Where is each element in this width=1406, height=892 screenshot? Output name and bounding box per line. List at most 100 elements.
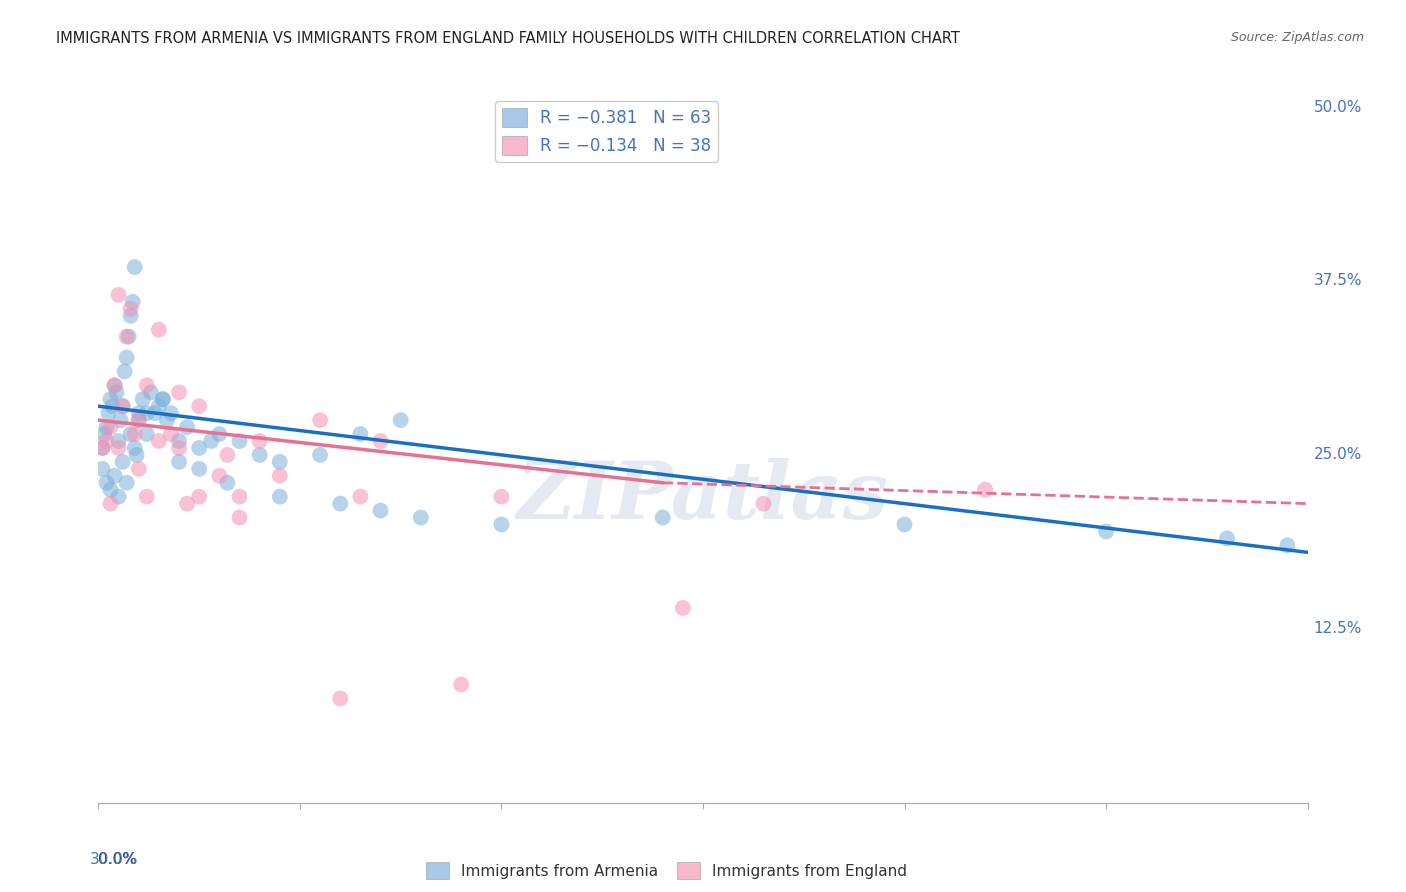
Point	[167, 455, 190, 469]
Point	[103, 378, 125, 392]
Point	[208, 427, 231, 442]
Point	[228, 434, 250, 448]
Point	[370, 503, 392, 517]
Point	[111, 399, 134, 413]
Point	[269, 455, 291, 469]
Point	[491, 490, 513, 504]
Point	[249, 434, 271, 448]
Point	[115, 351, 138, 365]
Point	[111, 399, 134, 413]
Text: Source: ZipAtlas.com: Source: ZipAtlas.com	[1230, 31, 1364, 45]
Point	[100, 497, 122, 511]
Point	[132, 392, 155, 407]
Point	[120, 309, 142, 323]
Point	[974, 483, 997, 497]
Point	[1277, 538, 1299, 552]
Point	[651, 510, 673, 524]
Text: 12.5%: 12.5%	[1313, 622, 1362, 636]
Text: 50.0%: 50.0%	[1313, 100, 1362, 114]
Point	[115, 329, 138, 343]
Point	[389, 413, 412, 427]
Point	[120, 301, 142, 316]
Point	[160, 406, 183, 420]
Point	[349, 490, 371, 504]
Point	[139, 385, 162, 400]
Point	[128, 413, 150, 427]
Point	[148, 323, 170, 337]
Point	[100, 420, 122, 434]
Point	[97, 406, 120, 420]
Point	[101, 399, 124, 413]
Point	[96, 420, 118, 434]
Point	[160, 427, 183, 442]
Point	[124, 427, 146, 442]
Text: IMMIGRANTS FROM ARMENIA VS IMMIGRANTS FROM ENGLAND FAMILY HOUSEHOLDS WITH CHILDR: IMMIGRANTS FROM ARMENIA VS IMMIGRANTS FR…	[56, 31, 960, 46]
Point	[105, 385, 128, 400]
Point	[93, 427, 115, 442]
Point	[148, 434, 170, 448]
Point	[167, 385, 190, 400]
Point	[1095, 524, 1118, 539]
Point	[450, 677, 472, 691]
Point	[309, 448, 332, 462]
Point	[409, 510, 432, 524]
Point	[107, 490, 129, 504]
Point	[107, 288, 129, 302]
Point	[124, 260, 146, 274]
Point	[107, 441, 129, 455]
Text: 0.0%: 0.0%	[98, 852, 138, 866]
Point	[188, 441, 211, 455]
Point	[329, 691, 352, 706]
Point	[124, 441, 146, 455]
Point	[103, 468, 125, 483]
Point	[135, 427, 157, 442]
Point	[228, 490, 250, 504]
Point	[103, 378, 125, 392]
Point	[121, 294, 143, 309]
Point	[96, 434, 118, 448]
Text: 25.0%: 25.0%	[1313, 448, 1362, 462]
Point	[188, 462, 211, 476]
Point	[672, 601, 695, 615]
Point	[1216, 532, 1239, 546]
Text: ZIPatlas: ZIPatlas	[517, 458, 889, 535]
Point	[107, 434, 129, 448]
Point	[269, 468, 291, 483]
Point	[156, 413, 179, 427]
Point	[118, 329, 141, 343]
Point	[111, 455, 134, 469]
Point	[114, 364, 136, 378]
Point	[135, 490, 157, 504]
Point	[91, 441, 114, 455]
Text: 30.0%: 30.0%	[90, 852, 139, 866]
Point	[152, 392, 174, 407]
Point	[893, 517, 915, 532]
Point	[217, 448, 239, 462]
Point	[752, 497, 775, 511]
Point	[188, 490, 211, 504]
Point	[128, 462, 150, 476]
Point	[188, 399, 211, 413]
Point	[110, 413, 132, 427]
Point	[309, 413, 332, 427]
Point	[135, 378, 157, 392]
Point	[217, 475, 239, 490]
Point	[128, 406, 150, 420]
Point	[349, 427, 371, 442]
Point	[148, 399, 170, 413]
Point	[167, 434, 190, 448]
Point	[100, 483, 122, 497]
Point	[176, 497, 198, 511]
Point	[152, 392, 174, 407]
Point	[135, 406, 157, 420]
Point	[125, 448, 148, 462]
Point	[208, 468, 231, 483]
Point	[96, 475, 118, 490]
Point	[91, 441, 114, 455]
Legend: Immigrants from Armenia, Immigrants from England: Immigrants from Armenia, Immigrants from…	[420, 855, 914, 886]
Point	[491, 517, 513, 532]
Point	[115, 475, 138, 490]
Point	[100, 392, 122, 407]
Point	[249, 448, 271, 462]
Point	[200, 434, 222, 448]
